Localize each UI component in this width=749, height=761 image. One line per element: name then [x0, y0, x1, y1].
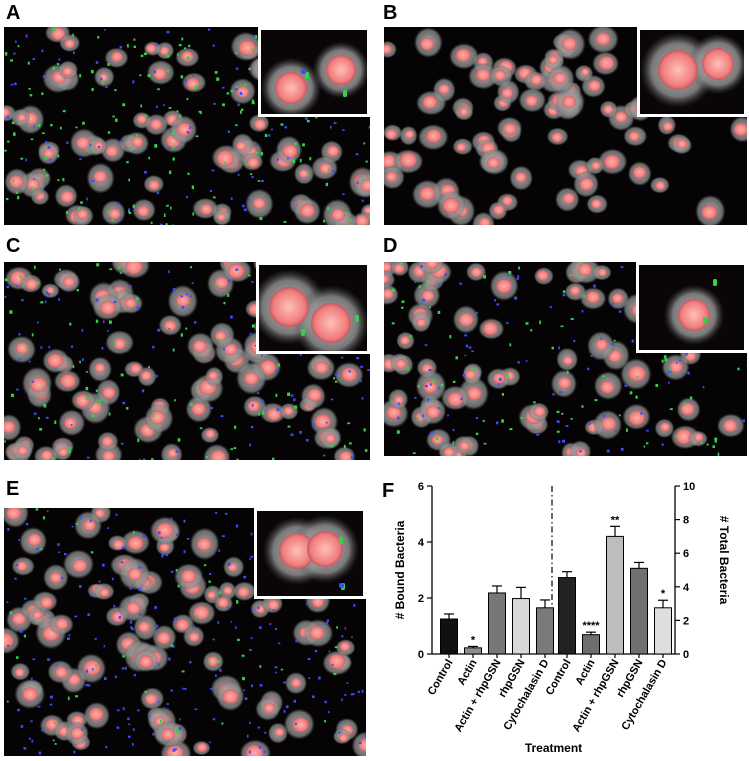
significance-mark: **** [582, 620, 600, 632]
category-label: Actin + rhpGSN [452, 657, 503, 734]
right-tick-label: 4 [683, 582, 690, 594]
inset-b [637, 27, 747, 117]
inset-cells [262, 514, 360, 590]
category-label: Actin [455, 657, 479, 687]
bar [606, 535, 624, 655]
inset-d [636, 262, 747, 353]
inset-c [256, 262, 370, 354]
bar [582, 634, 600, 655]
inset-cells [259, 269, 367, 351]
panel-label-e: E [6, 478, 20, 500]
micrograph-d [384, 262, 747, 456]
bar [558, 577, 576, 655]
right-tick-label: 6 [683, 548, 689, 560]
panel-label-f: F [382, 480, 395, 502]
bar [488, 592, 506, 655]
right-tick-label: 10 [683, 481, 695, 493]
bar [464, 647, 482, 655]
micrograph-cells [4, 508, 366, 756]
panel-label-d: D [383, 235, 398, 257]
left-tick-label: 6 [418, 481, 424, 493]
significance-mark: * [471, 634, 476, 646]
right-tick-label: 0 [683, 649, 689, 661]
micrograph-cells [384, 262, 747, 456]
left-axis-label: # Bound Bacteria [393, 520, 407, 619]
inset-e [254, 508, 366, 599]
right-tick-label: 8 [683, 515, 689, 527]
right-axis-label: # Total Bacteria [717, 516, 731, 605]
bar [630, 567, 648, 655]
category-label: Actin + rhpGSN [570, 657, 621, 734]
panel-label-c: C [6, 235, 21, 257]
bar [512, 598, 530, 655]
inset-cells [261, 41, 367, 114]
right-tick-label: 2 [683, 615, 689, 627]
category-label: Actin [573, 657, 597, 687]
panel-label-a: A [6, 2, 21, 24]
significance-mark: ** [611, 514, 620, 526]
panel-label-b: B [383, 2, 398, 24]
bar [440, 618, 458, 655]
left-tick-label: 0 [418, 649, 424, 661]
x-axis-label: Treatment [525, 741, 582, 755]
significance-mark: * [661, 588, 666, 600]
left-tick-label: 4 [418, 537, 425, 549]
category-label: Control [426, 658, 456, 698]
micrograph-cells [384, 27, 747, 225]
bar [654, 607, 672, 655]
bacteria-bar-chart: 0 2 4 6 0 2 4 6 8 10 # Bound Bacteria # Total Bacte… [393, 481, 731, 755]
inset-a [258, 27, 370, 117]
inset-cells [663, 279, 725, 346]
inset-cells [640, 32, 744, 108]
left-tick-label: 2 [418, 593, 424, 605]
bar [536, 607, 554, 655]
